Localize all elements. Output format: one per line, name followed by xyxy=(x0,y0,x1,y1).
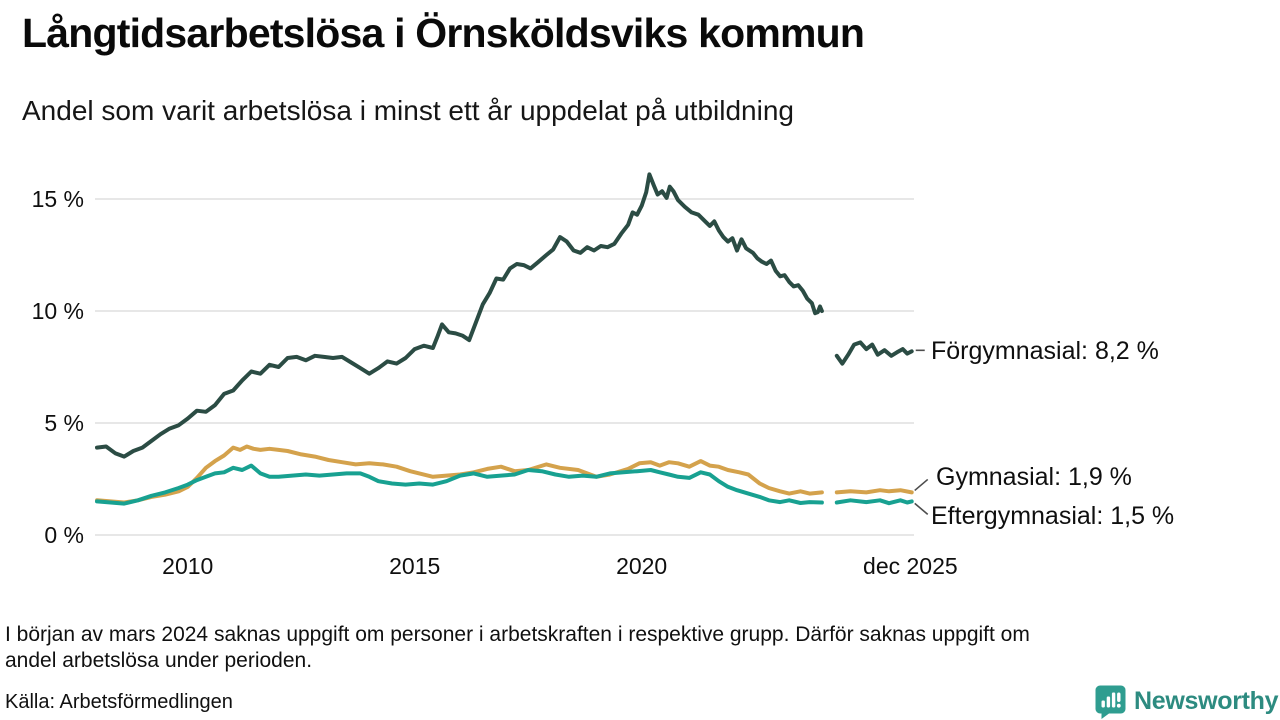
label-leader-eftergymnasial xyxy=(914,502,929,516)
page-subtitle: Andel som varit arbetslösa i minst ett å… xyxy=(22,95,794,126)
footnote-line-1: I början av mars 2024 saknas uppgift om … xyxy=(5,623,1030,646)
newsworthy-logo[interactable]: Newsworthy xyxy=(1094,684,1279,719)
newsworthy-logo-text: Newsworthy xyxy=(1134,687,1279,715)
series-line-förgymnasial-after-gap xyxy=(834,340,914,366)
x-axis-tick-dec-2025: dec 2025 xyxy=(863,553,958,579)
footnote: I början av mars 2024 saknas uppgift om … xyxy=(5,622,1030,674)
source-line: Källa: Arbetsförmedlingen xyxy=(5,691,233,713)
label-leader-gymnasial xyxy=(914,478,929,492)
series-end-label-eftergymnasial: Eftergymnasial: 1,5 % xyxy=(931,502,1175,530)
y-axis-tick-15: 15 % xyxy=(31,186,84,212)
footnote-line-2: andel arbetslösa under perioden. xyxy=(5,649,313,672)
page-title: Långtidsarbetslösa i Örnsköldsviks kommu… xyxy=(22,10,865,56)
y-axis-tick-10: 10 % xyxy=(31,298,84,324)
y-axis-tick-5: 5 % xyxy=(44,410,84,436)
series-line-eftergymnasial-after-gap xyxy=(834,498,914,506)
y-axis-tick-0: 0 % xyxy=(44,522,84,548)
x-axis-tick-2015: 2015 xyxy=(389,553,441,579)
series-end-label-forgymnasial: Förgymnasial: 8,2 % xyxy=(931,337,1159,365)
newsworthy-bubble-chart-icon xyxy=(1094,684,1127,719)
series-line-gymnasial-after-gap xyxy=(834,488,914,495)
series-line-förgymnasial xyxy=(95,172,824,459)
x-axis-tick-2010: 2010 xyxy=(162,553,214,579)
series-line-eftergymnasial xyxy=(95,463,824,506)
series-end-label-gymnasial: Gymnasial: 1,9 % xyxy=(936,463,1132,491)
series-line-gymnasial xyxy=(95,444,824,505)
x-axis-tick-2020: 2020 xyxy=(616,553,668,579)
